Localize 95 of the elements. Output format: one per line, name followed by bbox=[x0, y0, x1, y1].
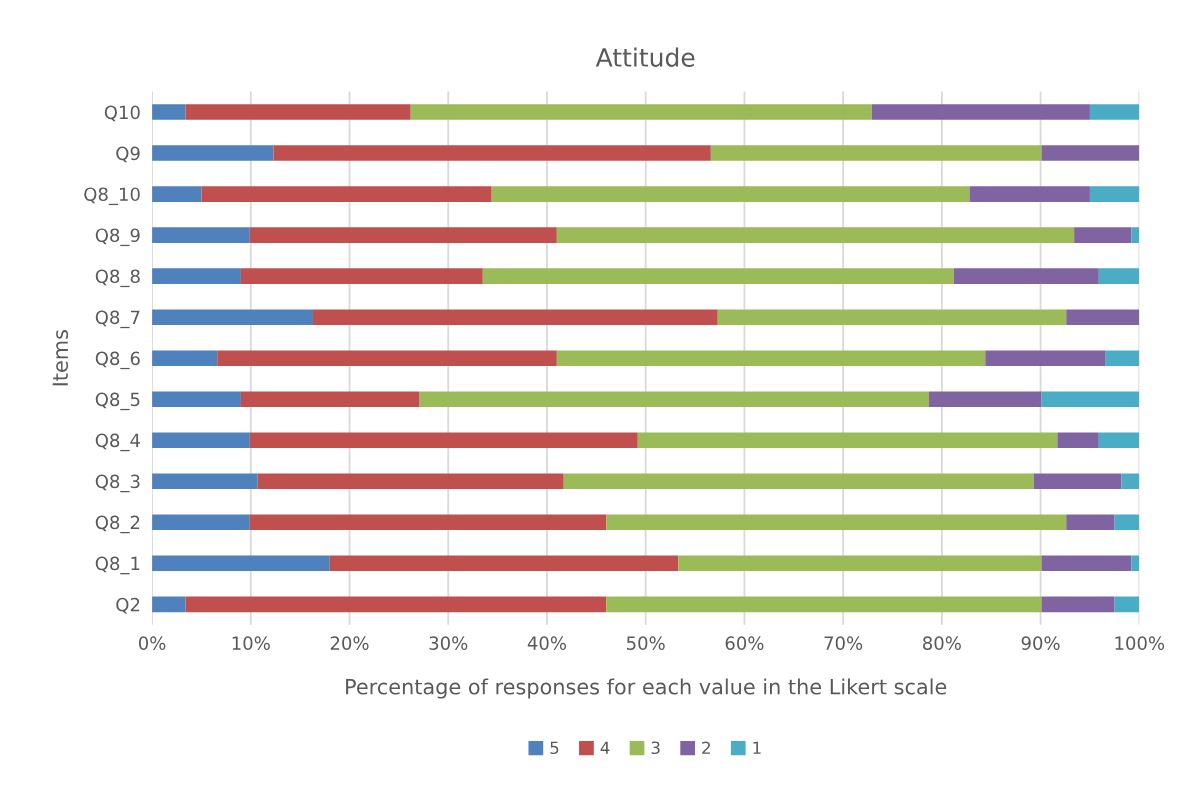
bar bbox=[482, 268, 954, 284]
bar bbox=[556, 350, 986, 366]
bar bbox=[1041, 145, 1140, 161]
bar bbox=[152, 186, 202, 202]
y-tick-label: Q8_1 bbox=[95, 556, 140, 575]
x-tick-label: 70% bbox=[824, 636, 863, 650]
bar bbox=[240, 268, 483, 284]
bar bbox=[312, 309, 718, 325]
bar bbox=[257, 473, 564, 490]
bar bbox=[152, 596, 186, 613]
x-tick-label: 20% bbox=[330, 636, 369, 650]
bar bbox=[1066, 309, 1140, 325]
y-tick-label: Q8_10 bbox=[84, 187, 140, 206]
x-tick-label: 90% bbox=[1021, 636, 1060, 650]
legend-label: 1 bbox=[753, 741, 761, 754]
bar bbox=[185, 104, 411, 120]
legend-label: 5 bbox=[550, 741, 559, 755]
chart-title: Attitude bbox=[595, 47, 695, 67]
bar bbox=[329, 555, 679, 572]
bar bbox=[217, 350, 557, 366]
bar bbox=[249, 432, 638, 449]
bar bbox=[249, 227, 557, 243]
bar bbox=[606, 514, 1067, 531]
bar bbox=[152, 227, 250, 243]
x-tick-label: 80% bbox=[923, 636, 961, 650]
bar bbox=[152, 473, 258, 490]
bar bbox=[606, 596, 1042, 613]
bar bbox=[1114, 596, 1140, 613]
bar bbox=[152, 391, 241, 408]
bar bbox=[1131, 555, 1140, 572]
bar bbox=[152, 145, 274, 161]
bar bbox=[152, 104, 186, 120]
bar bbox=[249, 514, 607, 531]
bar bbox=[1089, 104, 1140, 120]
bar bbox=[201, 186, 492, 202]
y-tick-label: Q8_7 bbox=[95, 310, 140, 329]
bar bbox=[717, 309, 1067, 325]
bar bbox=[1033, 473, 1122, 490]
x-tick-label: 0% bbox=[138, 636, 166, 650]
bar bbox=[710, 145, 1042, 161]
bar bbox=[410, 104, 872, 120]
bar bbox=[985, 350, 1106, 366]
legend-label: 4 bbox=[600, 741, 610, 754]
bar bbox=[1114, 514, 1140, 531]
bar bbox=[678, 555, 1042, 572]
y-tick-label: Q10 bbox=[104, 105, 140, 122]
x-tick-label: 100% bbox=[1115, 636, 1165, 650]
y-tick-label: Q8_3 bbox=[95, 474, 140, 493]
bar bbox=[152, 432, 250, 449]
y-tick-label: Q2 bbox=[116, 597, 140, 614]
bar bbox=[637, 432, 1058, 449]
x-axis-title: Percentage of responses for each value in the Likert scale bbox=[346, 678, 947, 699]
y-tick-label: Q8_4 bbox=[95, 433, 140, 452]
bar bbox=[185, 596, 607, 613]
bar bbox=[152, 309, 313, 325]
bar bbox=[240, 391, 420, 408]
y-tick-label: Q8_8 bbox=[95, 269, 140, 288]
x-tick-label: 40% bbox=[527, 636, 567, 650]
bar bbox=[419, 391, 930, 408]
bar bbox=[1041, 596, 1115, 613]
bar bbox=[1131, 227, 1140, 243]
y-tick-label: Q9 bbox=[116, 146, 140, 163]
bar bbox=[1098, 432, 1140, 449]
bar bbox=[273, 145, 711, 161]
legend-label: 3 bbox=[651, 741, 660, 755]
x-tick-label: 50% bbox=[627, 636, 665, 650]
x-tick-label: 30% bbox=[429, 636, 468, 650]
bar bbox=[563, 473, 1034, 490]
bar bbox=[969, 186, 1090, 202]
bar bbox=[953, 268, 1099, 284]
bar bbox=[1057, 432, 1099, 449]
bar bbox=[152, 555, 330, 572]
bar bbox=[871, 104, 1090, 120]
legend-label: 2 bbox=[702, 741, 710, 754]
bar bbox=[152, 268, 241, 284]
bar bbox=[556, 227, 1075, 243]
y-axis-title: Items bbox=[52, 330, 69, 386]
y-tick-label: Q8_6 bbox=[95, 351, 140, 370]
bar bbox=[1066, 514, 1115, 531]
bar bbox=[1089, 186, 1140, 202]
bar bbox=[491, 186, 970, 202]
bar bbox=[1041, 555, 1132, 572]
bar bbox=[1098, 268, 1140, 284]
y-tick-label: Q8_5 bbox=[95, 392, 140, 411]
bar bbox=[152, 514, 250, 531]
bar bbox=[152, 350, 218, 366]
y-tick-label: Q8_9 bbox=[95, 228, 140, 247]
x-tick-label: 60% bbox=[725, 636, 764, 650]
bar bbox=[1074, 227, 1132, 243]
x-tick-label: 10% bbox=[232, 636, 270, 650]
bar bbox=[1041, 391, 1140, 408]
bar bbox=[1121, 473, 1140, 490]
bar bbox=[1105, 350, 1140, 366]
y-tick-label: Q8_2 bbox=[95, 515, 140, 534]
bar bbox=[929, 391, 1042, 408]
